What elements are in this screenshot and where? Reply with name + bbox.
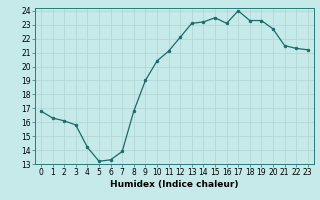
X-axis label: Humidex (Indice chaleur): Humidex (Indice chaleur) (110, 180, 239, 189)
